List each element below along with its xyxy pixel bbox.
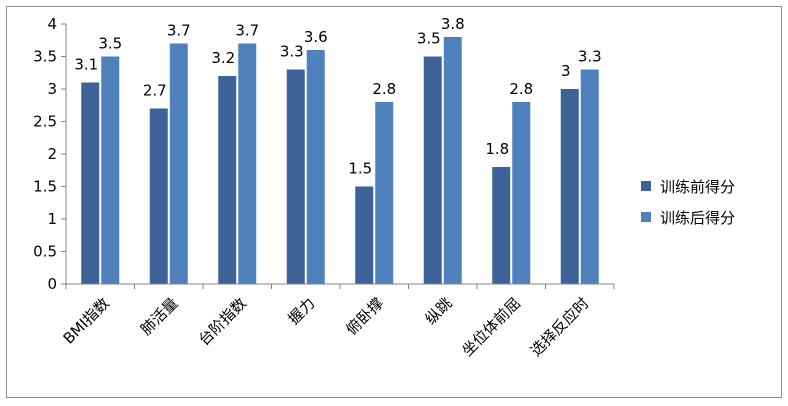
y-tick-label: 2 (47, 145, 57, 163)
data-label: 2.7 (143, 82, 167, 100)
category-label: 俯卧撑 (343, 294, 388, 339)
y-tick-label: 4 (47, 15, 57, 33)
bar (375, 102, 394, 284)
y-axis: 0 0.5 1 1.5 2 2.5 3 3.5 4 (33, 15, 67, 293)
bar (218, 76, 237, 284)
bar (81, 82, 100, 284)
bar (286, 69, 305, 284)
bar (443, 37, 462, 284)
bar (355, 186, 374, 284)
data-label: 3.3 (280, 43, 304, 61)
bar (306, 50, 325, 284)
bar (560, 89, 579, 284)
x-axis: BMI指数 肺活量 台阶指数 握力 俯卧撑 纵跳 坐位体前屈 选择反应时 (60, 283, 615, 360)
data-label: 3.6 (304, 28, 328, 46)
legend-label: 训练前得分 (660, 178, 735, 196)
y-tick-label: 0.5 (33, 243, 57, 261)
y-tick-label: 3 (47, 80, 57, 98)
bar (149, 108, 168, 284)
data-label: 2.8 (509, 80, 533, 98)
category-label: 坐位体前屈 (458, 294, 524, 360)
data-label: 3.1 (74, 56, 98, 74)
data-label: 3.7 (235, 22, 259, 40)
category-label: 台阶指数 (195, 294, 250, 349)
data-label: 2.8 (372, 80, 396, 98)
data-label: 3.7 (167, 22, 191, 40)
bars (81, 37, 599, 284)
y-tick-label: 3.5 (33, 48, 57, 66)
bar (580, 69, 599, 284)
y-tick-label: 1.5 (33, 178, 57, 196)
legend-swatch (641, 212, 651, 222)
data-label: 1.5 (348, 160, 372, 178)
category-label: 肺活量 (137, 294, 182, 339)
data-label: 1.8 (485, 140, 509, 158)
data-label: 3 (561, 62, 571, 80)
data-label: 3.5 (417, 30, 441, 48)
data-label: 3.8 (441, 15, 465, 33)
category-label: 纵跳 (422, 294, 456, 328)
data-label: 3.3 (578, 48, 602, 66)
bar (101, 56, 120, 284)
y-tick-label: 2.5 (33, 113, 57, 131)
y-tick-label: 0 (47, 275, 57, 293)
category-label: 选择反应时 (527, 294, 593, 360)
category-label: 握力 (285, 294, 319, 328)
legend-label: 训练后得分 (660, 209, 735, 227)
data-label: 3.2 (211, 49, 235, 67)
bar (169, 43, 188, 284)
legend-swatch (641, 181, 651, 191)
data-labels: 3.1 2.7 3.2 3.3 1.5 3.5 1.8 3 3.5 3.7 3.7 3.6 2.8 3.8… (74, 15, 601, 178)
bar (238, 43, 257, 284)
data-label: 3.5 (98, 35, 122, 53)
chart-frame (6, 6, 782, 398)
category-label: BMI指数 (60, 294, 114, 348)
y-tick-label: 1 (47, 210, 57, 228)
bar (512, 102, 531, 284)
bar (492, 167, 511, 284)
bar (423, 56, 442, 284)
